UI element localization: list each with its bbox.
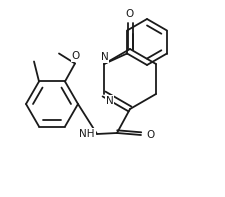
Text: O: O	[146, 130, 154, 140]
Text: N: N	[101, 52, 108, 62]
Text: O: O	[126, 9, 134, 19]
Text: O: O	[72, 51, 80, 61]
Text: N: N	[106, 96, 114, 106]
Text: NH: NH	[79, 129, 95, 139]
